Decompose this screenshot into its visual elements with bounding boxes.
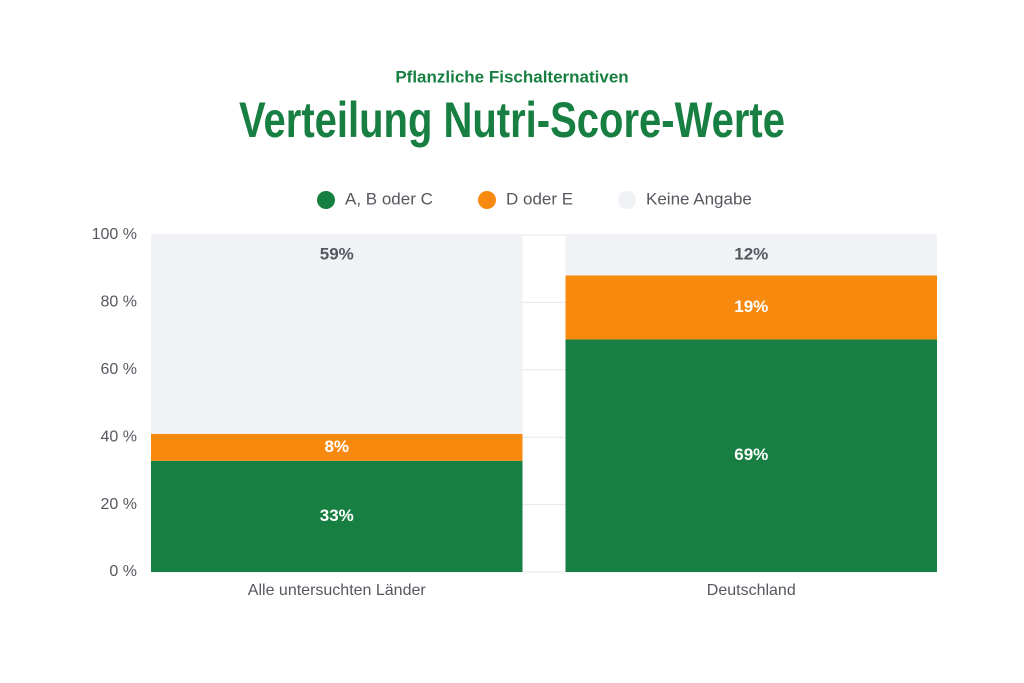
bar-segment <box>151 433 523 461</box>
legend-marker <box>317 191 335 209</box>
value-label: 33% <box>320 506 354 525</box>
legend-label: A, B oder C <box>345 189 433 208</box>
legend-label: Keine Angabe <box>646 189 752 208</box>
y-tick-label: 0 % <box>109 563 137 580</box>
chart-subtitle: Pflanzliche Fischalternativen <box>395 67 628 86</box>
y-tick-label: 60 % <box>101 361 137 378</box>
value-label: 8% <box>324 437 349 456</box>
y-tick-label: 100 % <box>92 226 137 243</box>
value-label: 69% <box>734 445 768 464</box>
legend-marker <box>618 191 636 209</box>
bar-segment <box>565 275 937 340</box>
bar-segment <box>565 339 937 572</box>
value-label: 19% <box>734 297 768 316</box>
value-label: 59% <box>320 244 354 263</box>
x-tick-label: Alle untersuchten Länder <box>248 582 427 599</box>
chart-title: Verteilung Nutri-Score-Werte <box>239 92 785 148</box>
bar-segment <box>565 235 937 276</box>
bar-segment <box>151 235 523 434</box>
y-tick-label: 40 % <box>101 428 137 445</box>
value-label: 12% <box>734 244 768 263</box>
bar-segment <box>151 460 523 572</box>
y-tick-label: 20 % <box>101 496 137 513</box>
title-group: Verteilung Nutri-Score-Werte <box>239 92 785 148</box>
y-tick-label: 80 % <box>101 294 137 311</box>
legend-marker <box>478 191 496 209</box>
x-tick-label: Deutschland <box>707 582 796 599</box>
legend-label: D oder E <box>506 189 573 208</box>
